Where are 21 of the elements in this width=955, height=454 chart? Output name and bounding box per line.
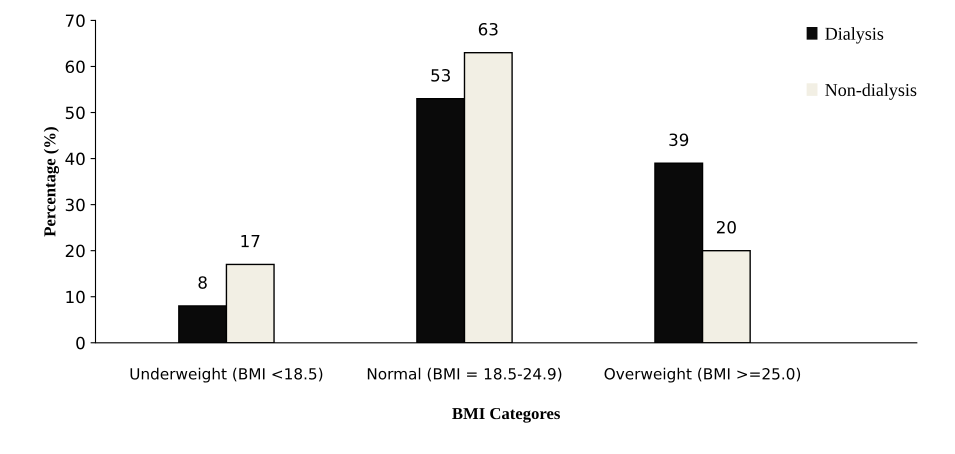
y-tick-label: 30: [66, 198, 85, 212]
y-axis-title: Percentage (%): [44, 127, 60, 236]
data-label: 53: [431, 68, 450, 82]
x-tick-label: Underweight (BMI <18.5): [130, 368, 322, 383]
y-tick-label: 60: [66, 60, 85, 74]
data-label: 39: [669, 133, 688, 146]
legend-label: Dialysis: [825, 27, 884, 44]
y-tick-label: 0: [76, 336, 85, 350]
legend-label: Non-dialysis: [825, 83, 916, 100]
data-label: 63: [478, 22, 498, 36]
data-label: 20: [716, 220, 736, 234]
y-tick-label: 10: [66, 290, 85, 304]
y-tick-label: 70: [66, 14, 85, 27]
y-tick-label: 40: [65, 152, 85, 166]
x-axis-title: BMI Categores: [452, 408, 560, 423]
data-label: 17: [241, 234, 260, 248]
x-tick-label: Overweight (BMI >=25.0): [604, 368, 800, 383]
x-tick-label: Normal (BMI = 18.5-24.9): [368, 368, 562, 382]
y-tick-label: 50: [66, 106, 85, 120]
data-label: 8: [198, 276, 207, 289]
y-tick-label: 20: [66, 244, 85, 258]
